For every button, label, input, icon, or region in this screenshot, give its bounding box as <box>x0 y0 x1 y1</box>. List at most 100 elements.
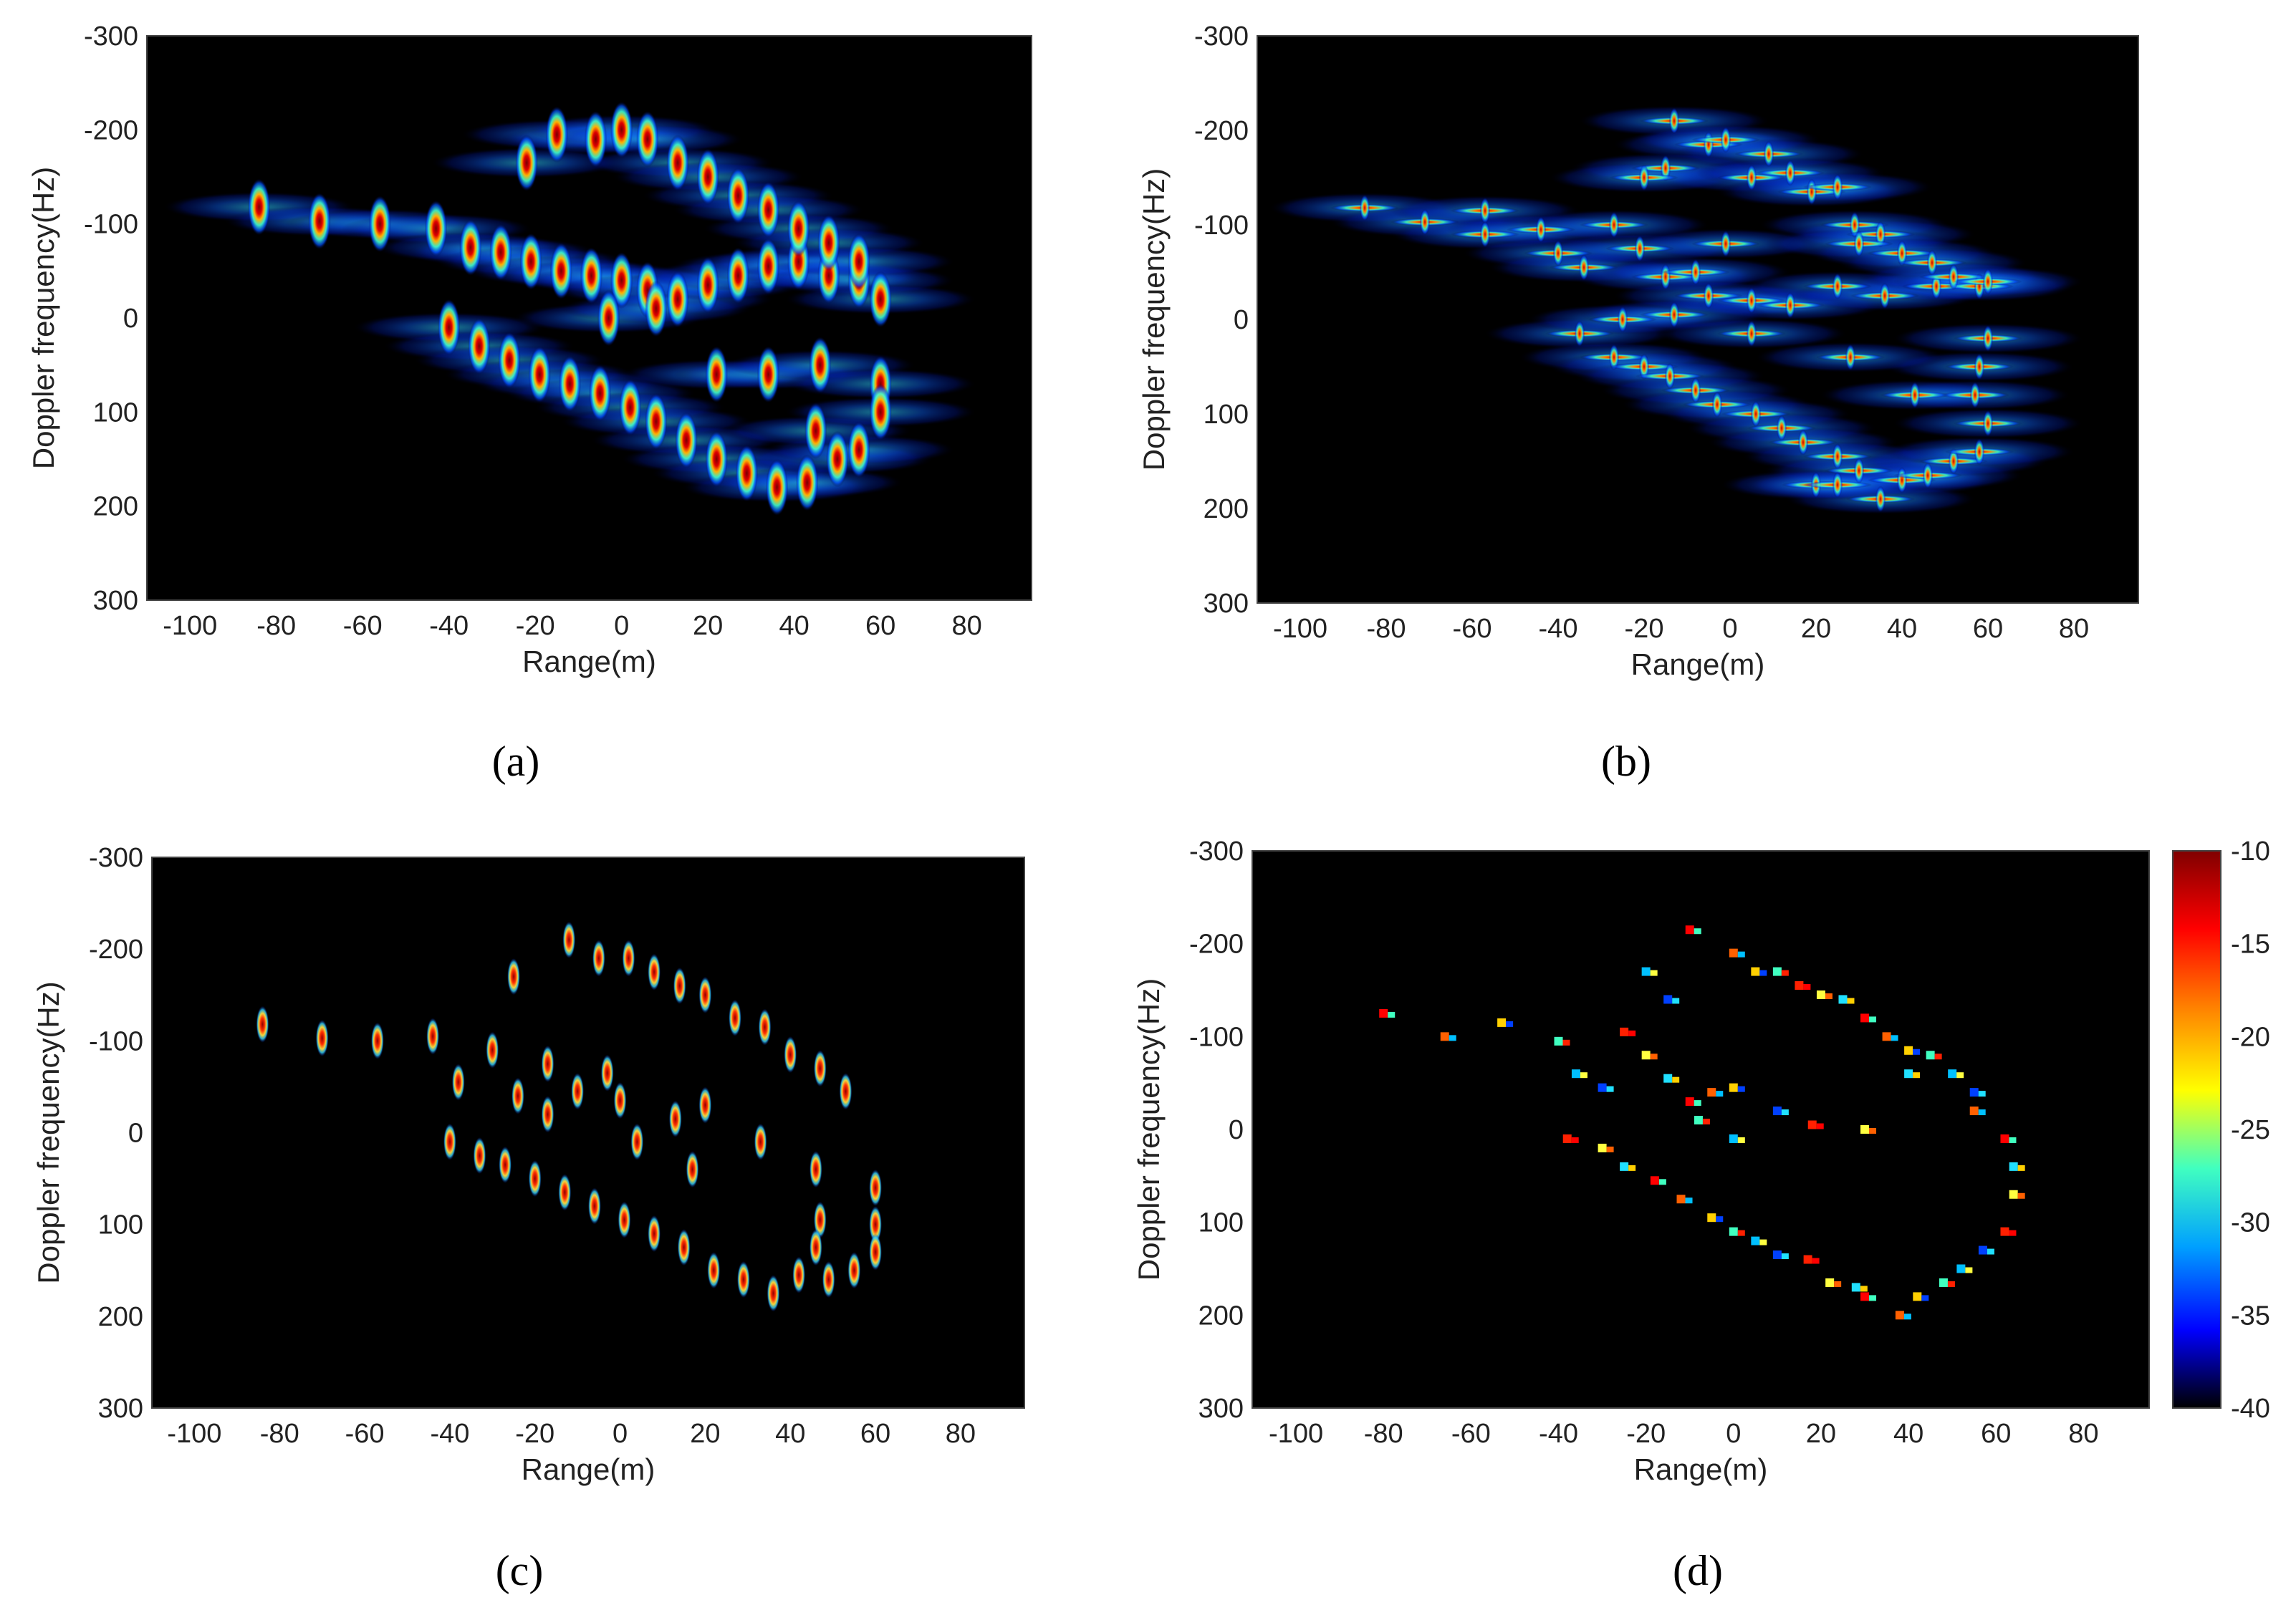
scatterer-blob <box>451 1064 465 1101</box>
scatterer-blob <box>256 1006 269 1043</box>
scatterer-blob <box>809 1151 822 1188</box>
y-tick-label: -300 <box>84 21 138 52</box>
scatterer-pixel <box>1812 1258 1820 1264</box>
scatterer-pixel <box>1707 1213 1716 1223</box>
scatterer-blob <box>584 111 607 168</box>
x-tick-label: -100 <box>1269 1419 1323 1449</box>
scatterer-pixel <box>1694 1100 1701 1107</box>
heatmap-marks <box>164 101 976 516</box>
scatterer-blob <box>756 181 780 238</box>
scatterer-blob-vertical <box>1634 235 1646 262</box>
scatterer-pixel <box>1694 928 1701 935</box>
scatterer-pixel <box>1729 1083 1738 1092</box>
scatterer-pixel <box>1641 967 1651 976</box>
scatterer-blob <box>545 106 568 163</box>
scatterer-blob-vertical <box>1608 344 1620 371</box>
panel-label: (b) <box>1601 738 1651 785</box>
scatterer-blob <box>756 238 780 295</box>
scatterer-pixel <box>1628 1030 1636 1036</box>
scatterer-blob-vertical <box>1552 240 1564 267</box>
scatterer-blob-vertical <box>1948 264 1959 291</box>
scatterer-pixel <box>1772 1107 1782 1116</box>
scatterer-pixel <box>1388 1011 1396 1018</box>
scatterer-pixel <box>1969 1088 1979 1097</box>
scatterer-blob-vertical <box>1746 164 1757 191</box>
colorbar-tick-label: -40 <box>2231 1394 2270 1424</box>
scatterer-blob-vertical <box>1750 400 1762 428</box>
scatterer-pixel <box>1440 1032 1449 1041</box>
x-tick-label: -100 <box>1273 614 1327 644</box>
scatterer-pixel <box>1807 1120 1817 1129</box>
x-tick-label: -80 <box>260 1419 299 1449</box>
scatterer-blob <box>600 1054 614 1091</box>
scatterer-blob <box>562 921 576 958</box>
scatterer-pixel <box>1598 1143 1607 1152</box>
scatterer-blob <box>370 1022 384 1059</box>
scatterer-pixel <box>1497 1018 1507 1027</box>
heatmap-marks <box>1379 925 2025 1320</box>
scatterer-pixel <box>2009 1137 2017 1143</box>
scatterer-blob <box>698 976 712 1013</box>
scatterer-blob-vertical <box>1359 194 1370 221</box>
scatterer-blob <box>847 421 870 478</box>
scatterer-blob <box>308 193 331 250</box>
x-tick-label: -20 <box>516 611 555 641</box>
scatterer-pixel <box>1759 970 1767 976</box>
y-axis-label: Doppler frequency(Hz) <box>27 167 60 470</box>
x-tick-label: 20 <box>1806 1419 1836 1449</box>
scatterer-blob-vertical <box>1763 140 1774 168</box>
scatterer-pixel <box>1707 1088 1716 1097</box>
scatterer-blob <box>673 967 686 1005</box>
scatterer-blob <box>686 1151 699 1188</box>
y-tick-label: 0 <box>1234 305 1249 335</box>
scatterer-pixel <box>1921 1295 1929 1301</box>
x-tick-label: -40 <box>430 1419 469 1449</box>
scatterer-pixel <box>1598 1083 1607 1092</box>
scatterer-blob <box>528 346 551 403</box>
scatterer-blob <box>696 256 719 314</box>
y-tick-label: 300 <box>1204 589 1249 619</box>
x-axis-label: Range(m) <box>522 645 656 678</box>
scatterer-blob-vertical <box>1982 410 1994 437</box>
scatterer-pixel <box>1702 1119 1710 1125</box>
y-tick-label: 300 <box>93 586 138 616</box>
scatterer-blob-vertical <box>1969 382 1981 409</box>
y-tick-label: 0 <box>128 1119 143 1149</box>
scatterer-pixel <box>2009 1162 2018 1171</box>
scatterer-pixel <box>1554 1036 1563 1046</box>
scatterer-blob-vertical <box>1806 178 1817 206</box>
scatterer-blob-vertical <box>1853 457 1865 484</box>
scatterer-blob-vertical <box>1720 230 1731 257</box>
scatterer-pixel <box>1580 1072 1587 1079</box>
scatterer-pixel <box>1781 970 1789 976</box>
scatterer-blob <box>666 271 689 328</box>
scatterer-blob <box>424 200 448 257</box>
scatterer-pixel <box>1772 1250 1782 1260</box>
scatterer-pixel <box>1571 1137 1579 1143</box>
scatterer-blob <box>707 1252 721 1289</box>
scatterer-pixel <box>1379 1008 1388 1018</box>
scatterer-blob <box>869 1206 882 1243</box>
scatterer-pixel <box>1658 1179 1666 1185</box>
colorbar-gradient <box>2173 851 2221 1408</box>
scatterer-blob-vertical <box>1578 254 1590 281</box>
colorbar-tick-label: -10 <box>2231 837 2270 867</box>
scatterer-pixel <box>1571 1069 1580 1079</box>
scatterer-pixel <box>1781 1253 1789 1260</box>
scatterer-blob <box>597 289 620 347</box>
x-tick-label: 40 <box>779 611 810 641</box>
scatterer-blob <box>813 1201 827 1238</box>
scatterer-blob <box>630 1123 644 1160</box>
y-axis-label: Doppler frequency(Hz) <box>32 981 65 1284</box>
scatterer-pixel <box>1628 1165 1636 1171</box>
scatterer-blob <box>792 1256 806 1293</box>
scatterer-blob <box>558 1174 572 1211</box>
scatterer-pixel <box>1716 1091 1724 1097</box>
scatterer-pixel <box>1860 1292 1870 1301</box>
scatterer-blob-vertical <box>1703 282 1714 309</box>
scatterer-pixel <box>1934 1054 1942 1060</box>
x-tick-label: 80 <box>951 611 981 641</box>
scatterer-pixel <box>1978 1091 1986 1097</box>
scatterer-pixel <box>1926 1051 1935 1060</box>
scatterer-pixel <box>1816 1123 1824 1129</box>
